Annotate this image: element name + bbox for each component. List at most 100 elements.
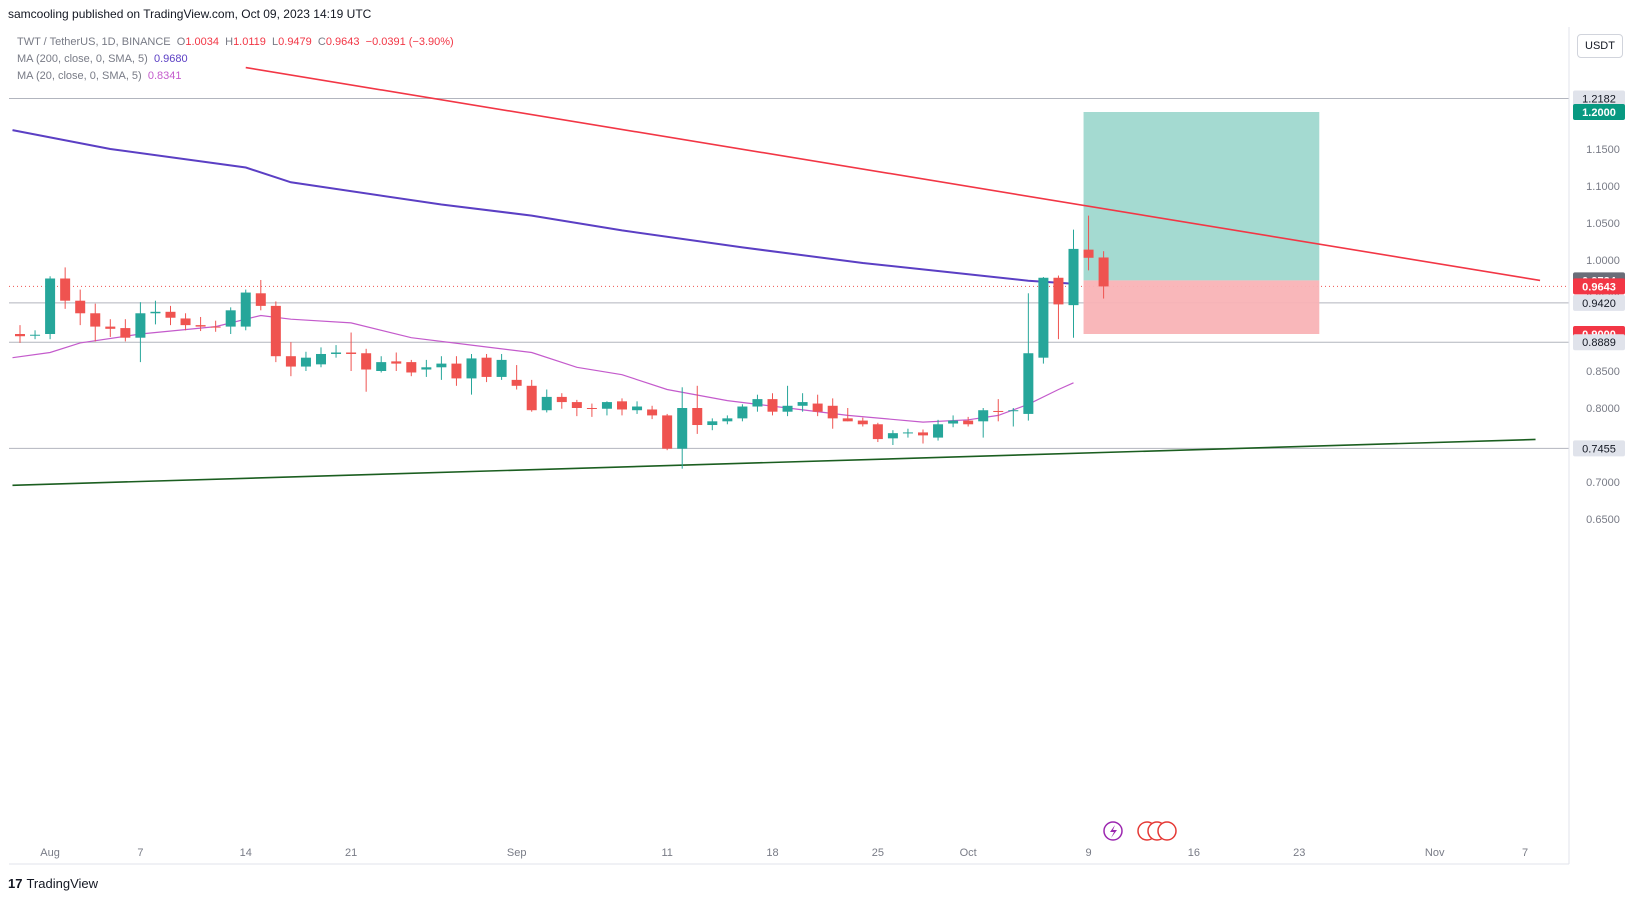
y-tick-label: 1.0500 (1586, 218, 1620, 230)
currency-button[interactable]: USDT (1577, 34, 1623, 58)
candle (571, 399, 582, 417)
us-flag-event-icon[interactable] (1157, 821, 1177, 841)
candle (150, 300, 161, 325)
candle (767, 393, 778, 416)
loss-zone (1083, 280, 1320, 334)
legend-ma20-row[interactable]: MA (20, close, 0, SMA, 5) 0.8341 (17, 68, 454, 85)
high-value: 1.0119 (233, 36, 266, 48)
candle-body (918, 432, 928, 436)
candle-body (406, 362, 417, 373)
price-label-box (1573, 294, 1625, 311)
x-tick-label: 21 (345, 847, 357, 859)
candle-body (135, 313, 146, 338)
close-value: 0.9643 (325, 36, 360, 48)
price-chart[interactable]: 1.15001.10001.05001.00000.95000.85000.80… (0, 0, 1634, 870)
x-tick-label: 25 (872, 847, 884, 859)
candle (255, 279, 266, 311)
low-label: L (272, 36, 279, 48)
candle (1068, 229, 1079, 338)
price-label-gray: 0.8889 (1573, 334, 1625, 351)
candle (617, 398, 627, 416)
y-tick-label: 0.6500 (1586, 514, 1620, 526)
candle-body (466, 358, 477, 379)
candle-body (511, 379, 522, 386)
candle-body (346, 352, 357, 354)
price-label-box (1573, 278, 1625, 295)
candle-body (270, 305, 281, 357)
price-label-gray: 1.2182 (1573, 90, 1625, 107)
x-axis-ticks: Aug 7 14 21 Sep 11 18 25 Oct 9 16 23 Nov 7 (40, 847, 1528, 859)
candle (541, 389, 552, 413)
candle (842, 408, 853, 422)
candle (60, 267, 71, 309)
footer-brand[interactable]: 17 TradingView (8, 876, 98, 891)
candle (918, 429, 928, 444)
candle (225, 307, 236, 334)
candle (722, 415, 733, 425)
candle-body (60, 278, 71, 301)
candle (511, 365, 522, 390)
candle-body (75, 300, 86, 314)
candle (331, 345, 342, 358)
candle (737, 404, 748, 422)
candle-body (210, 326, 221, 328)
candle (1008, 408, 1019, 427)
price-label-gray: 0.9420 (1573, 294, 1625, 311)
price-label-text: 0.7455 (1582, 443, 1616, 455)
candle (887, 430, 898, 445)
candle (270, 301, 281, 363)
x-tick-label: 14 (240, 847, 252, 859)
candle (993, 399, 1004, 422)
candle-body (105, 326, 116, 329)
brand-name: TradingView (26, 876, 99, 891)
candle-body (556, 396, 567, 403)
ma200-label: MA (200, close, 0, SMA, 5) (17, 53, 148, 65)
candle (586, 403, 597, 417)
candle-body (481, 357, 492, 377)
price-label-box (1573, 104, 1625, 120)
candle (827, 398, 838, 429)
candle (872, 422, 883, 443)
candle-body (842, 418, 853, 422)
candle (1083, 215, 1094, 271)
candle-body (180, 318, 191, 326)
candle-body (617, 401, 627, 410)
symbol-info[interactable]: TWT / TetherUS, 1D, BINANCE (17, 36, 171, 48)
candle-body (677, 408, 688, 449)
candle-body (331, 352, 342, 354)
candle-body (887, 433, 898, 439)
candle (1053, 275, 1064, 340)
x-tick-label: 16 (1188, 847, 1200, 859)
candle (496, 353, 507, 380)
candle-body (255, 293, 266, 306)
candle (421, 359, 432, 377)
candle (692, 385, 703, 434)
candle (782, 385, 793, 417)
legend-ma200-row[interactable]: MA (200, close, 0, SMA, 5) 0.9680 (17, 51, 454, 68)
ma20-value: 0.8341 (147, 70, 182, 82)
support-trendline (12, 438, 1536, 487)
candle-body (647, 409, 658, 416)
candle-body (195, 325, 206, 327)
price-label-text: 1.2000 (1582, 107, 1616, 119)
candle-body (752, 399, 763, 407)
y-tick-label: 0.7000 (1586, 477, 1620, 489)
candle (300, 351, 311, 371)
candle-body (797, 402, 808, 406)
candle-body (451, 363, 462, 379)
candle (978, 408, 989, 438)
candle (526, 379, 537, 412)
high-label: H (225, 36, 234, 48)
candle-body (993, 410, 1004, 412)
candle (933, 419, 944, 441)
candle-body (90, 313, 101, 327)
price-label-text: 1.2182 (1582, 94, 1616, 106)
candle (632, 401, 643, 414)
low-value: 0.9479 (278, 36, 312, 48)
candle (466, 353, 477, 395)
candle-body (978, 410, 989, 422)
candle-body (1008, 410, 1019, 412)
y-tick-label: 0.8500 (1586, 366, 1620, 378)
candle (948, 415, 959, 428)
candle (210, 320, 221, 332)
